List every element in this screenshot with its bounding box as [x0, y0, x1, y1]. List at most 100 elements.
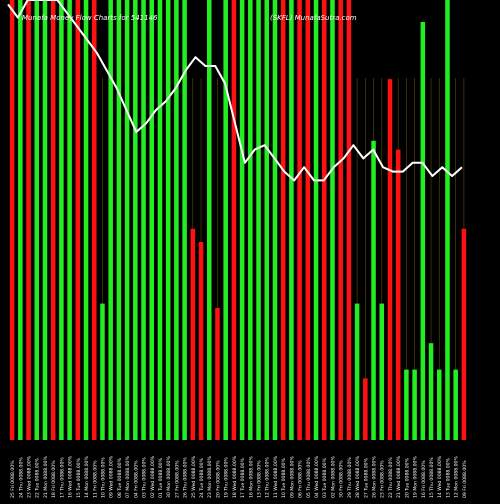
x-tick-label: 10 Thu 0088.00%: [101, 457, 107, 498]
x-tick-label: 11 Fri 0088.00%: [92, 460, 98, 498]
x-tick-label: 04 Wed 0088.00%: [314, 455, 320, 498]
x-tick-label: 06 Fri 0088.00%: [298, 460, 304, 498]
x-tick-label: 02 Mon 0088.00%: [331, 456, 337, 498]
x-tick-label: 27 Fri 0088.00%: [174, 460, 180, 498]
x-tick-labels: 25 Fri 0088.00% 24 Thu 0088.00% 23 Wed 008…: [10, 455, 468, 498]
volume-bar-green: [404, 369, 409, 440]
x-tick-label: 11 Wed 0088.00%: [273, 455, 279, 498]
x-tick-label: 19 Thu 0088.00%: [224, 457, 230, 498]
x-tick-label: 29 Thu 0088.00%: [347, 457, 353, 498]
x-tick-label: 23 Fri 0088.00%: [380, 460, 386, 498]
x-tick-label: 13 Tue 0088.00%: [446, 457, 452, 498]
x-tick-label: 12 Mon 0088.00%: [454, 456, 460, 498]
volume-bar-green: [18, 0, 23, 440]
volume-bar-green: [206, 0, 212, 440]
x-tick-label: 23 Mon 0088.00%: [207, 456, 213, 498]
x-tick-label: 18 Wed 0088.00%: [232, 455, 238, 498]
x-tick-label: 24 Thu 0088.00%: [18, 457, 24, 498]
volume-bar-green: [256, 0, 261, 440]
volume-bar-red: [26, 0, 31, 440]
volume-bar-red: [387, 79, 393, 440]
volume-bar-green: [428, 343, 434, 440]
volume-bar-green: [453, 369, 458, 440]
x-tick-label: 25 Wed 0088.00%: [191, 455, 197, 498]
volume-bar-red: [305, 0, 311, 440]
x-tick-label: 27 Tue 0088.00%: [363, 457, 369, 498]
volume-bar-green: [67, 0, 72, 440]
x-tick-label: 17 Thu 0088.00%: [59, 457, 65, 498]
x-tick-label: 09 Fri 0088.00%: [462, 460, 468, 498]
volume-bar-red: [215, 308, 220, 440]
volume-bar-green: [174, 0, 179, 440]
volume-bar-green: [264, 0, 270, 440]
x-tick-label: 28 Wed 0088.00%: [355, 455, 361, 498]
volume-bar-green: [289, 0, 294, 440]
volume-bar-red: [280, 0, 286, 440]
volume-bar-green: [116, 0, 122, 440]
volume-bar-green: [354, 303, 360, 440]
price-line-group: [7, 0, 463, 182]
volume-bar-green: [412, 369, 417, 440]
volume-bar-red: [198, 242, 204, 440]
volume-bar-green: [157, 0, 163, 440]
x-tick-label: 21 Wed 0088.00%: [396, 455, 402, 498]
x-tick-label: 09 Mon 0088.00%: [289, 456, 295, 498]
x-tick-label: 03 Tue 0088.00%: [322, 457, 328, 498]
volume-bar-green: [141, 0, 146, 440]
volume-bar-red: [395, 149, 401, 440]
x-tick-label: 05 Thu 0088.00%: [306, 457, 312, 498]
x-tick-label: 07 Mon 0088.00%: [125, 456, 131, 498]
volume-bar-green: [436, 369, 442, 440]
volume-bar-green: [59, 0, 64, 440]
x-tick-label: 25 Fri 0088.00%: [10, 460, 16, 498]
x-tick-label: 30 Mon 0088.00%: [166, 456, 172, 498]
x-tick-label: 04 Fri 0088.00%: [133, 460, 139, 498]
x-tick-label: 03 Thu 0088.00%: [142, 457, 148, 498]
volume-bar-red: [231, 0, 237, 440]
x-tick-label: 16 Wed 0088.00%: [68, 455, 74, 498]
x-tick-label: 01 Tue 0088.00%: [158, 457, 164, 498]
volume-bar-green: [272, 0, 278, 440]
x-tick-label: 17 Tue 0088.00%: [240, 457, 246, 498]
volume-bar-green: [124, 0, 130, 440]
price-line: [7, 0, 463, 182]
x-tick-label: 15 Thu 0088.00%: [429, 457, 435, 498]
volume-bar-green: [223, 0, 228, 440]
volume-bar-green: [420, 22, 426, 440]
volume-bar-red: [321, 0, 327, 440]
volume-bar-red: [50, 0, 56, 440]
x-tick-label: 30 Fri 0088.00%: [339, 460, 345, 498]
x-tick-label: 20 Tue 0088.00%: [404, 457, 410, 498]
volume-bar-green: [165, 0, 171, 440]
x-tick-label: 08 Tue 0088.00%: [117, 457, 123, 498]
volume-bar-green: [330, 0, 335, 440]
volume-bar-red: [346, 0, 352, 440]
volume-bar-red: [338, 0, 343, 440]
x-tick-label: 18 Fri 0088.00%: [51, 460, 57, 498]
x-tick-label: 14 Mon 0088.00%: [84, 456, 90, 498]
volume-bar-green: [182, 0, 187, 440]
volume-bar-green: [83, 0, 89, 440]
x-tick-label: 22 Tue 0088.00%: [35, 457, 41, 498]
volume-bar-red: [9, 0, 15, 440]
x-tick-label: 15 Tue 0088.00%: [76, 457, 82, 498]
x-tick-label: 26 Mon 0088.00%: [372, 456, 378, 498]
x-tick-label: 13 Fri 0088.00%: [257, 460, 263, 498]
volume-bar-green: [42, 0, 48, 440]
volume-bar-green: [149, 0, 155, 440]
volume-bars: [9, 0, 467, 441]
volume-bar-green: [108, 0, 113, 440]
volume-bar-green: [239, 0, 245, 440]
x-tick-label: 21 Mon 0088.00%: [43, 456, 49, 498]
volume-bar-green: [445, 0, 450, 440]
x-tick-label: 26 Thu 0088.00%: [183, 457, 189, 498]
x-tick-label: 22 Thu 0088.00%: [388, 457, 394, 498]
x-tick-label: 02 Wed 0088.00%: [150, 455, 156, 498]
x-tick-label: 24 Tue 0088.00%: [199, 457, 205, 498]
volume-bar-red: [461, 228, 467, 440]
volume-bar-red: [363, 378, 368, 440]
volume-bar-red: [91, 0, 97, 440]
x-tick-label: 10 Tue 0088.00%: [281, 457, 287, 498]
x-tick-label: 12 Thu 0088.00%: [265, 457, 271, 498]
